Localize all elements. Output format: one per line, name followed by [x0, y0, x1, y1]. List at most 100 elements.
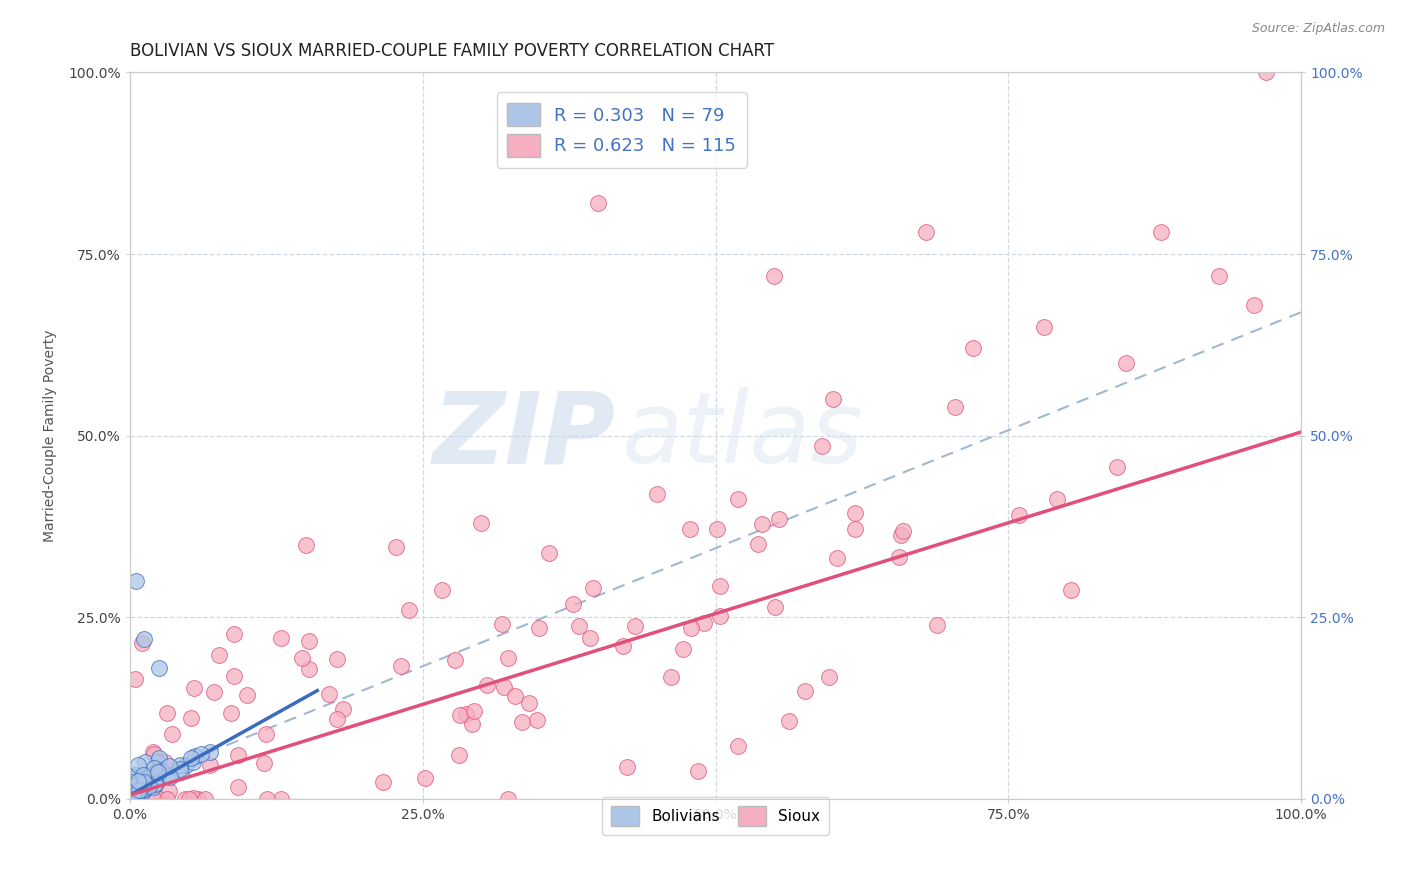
Point	[529, 621, 551, 635]
Text: atlas: atlas	[621, 387, 863, 484]
Point	[198, 758, 221, 772]
Point	[496, 651, 519, 665]
Y-axis label: Married-Couple Family Poverty: Married-Couple Family Poverty	[44, 329, 58, 541]
Point	[825, 551, 848, 566]
Point	[128, 780, 150, 794]
Point	[128, 781, 150, 796]
Point	[763, 268, 786, 283]
Point	[1060, 583, 1083, 598]
Point	[145, 764, 167, 778]
Point	[226, 780, 249, 794]
Point	[582, 581, 605, 595]
Point	[135, 772, 157, 787]
Point	[132, 780, 155, 795]
Point	[612, 639, 634, 653]
Point	[645, 487, 668, 501]
Point	[624, 619, 647, 633]
Point	[291, 651, 314, 665]
Point	[132, 778, 155, 792]
Point	[157, 768, 180, 782]
Point	[224, 627, 246, 641]
Point	[672, 641, 695, 656]
Point	[491, 616, 513, 631]
Point	[588, 196, 610, 211]
Point	[139, 772, 162, 786]
Point	[131, 771, 153, 785]
Legend: Bolivians, Sioux: Bolivians, Sioux	[602, 797, 830, 835]
Point	[134, 777, 156, 791]
Point	[616, 760, 638, 774]
Point	[219, 706, 242, 720]
Point	[430, 583, 453, 598]
Point	[121, 770, 143, 784]
Point	[143, 747, 166, 762]
Point	[131, 785, 153, 799]
Point	[156, 706, 179, 720]
Point	[578, 631, 600, 645]
Point	[135, 768, 157, 782]
Point	[256, 792, 278, 806]
Point	[398, 603, 420, 617]
Point	[146, 755, 169, 769]
Point	[517, 696, 540, 710]
Point	[1150, 225, 1173, 239]
Point	[145, 776, 167, 790]
Point	[148, 661, 170, 675]
Point	[131, 783, 153, 797]
Point	[132, 772, 155, 787]
Point	[686, 764, 709, 778]
Point	[162, 726, 184, 740]
Point	[709, 609, 731, 624]
Point	[526, 713, 548, 727]
Point	[148, 751, 170, 765]
Point	[415, 771, 437, 785]
Point	[131, 636, 153, 650]
Point	[124, 781, 146, 796]
Point	[124, 768, 146, 782]
Point	[138, 779, 160, 793]
Point	[125, 574, 148, 588]
Text: Source: ZipAtlas.com: Source: ZipAtlas.com	[1251, 22, 1385, 36]
Point	[1243, 298, 1265, 312]
Point	[844, 506, 866, 520]
Point	[177, 792, 200, 806]
Point	[768, 512, 790, 526]
Point	[148, 767, 170, 781]
Point	[120, 789, 142, 804]
Point	[142, 768, 165, 782]
Point	[176, 757, 198, 772]
Point	[270, 792, 292, 806]
Point	[927, 617, 949, 632]
Point	[727, 739, 749, 753]
Point	[128, 781, 150, 796]
Point	[156, 792, 179, 806]
Point	[793, 684, 815, 698]
Point	[727, 492, 749, 507]
Point	[763, 599, 786, 614]
Point	[132, 782, 155, 797]
Point	[270, 631, 292, 645]
Point	[692, 615, 714, 630]
Point	[131, 780, 153, 795]
Point	[132, 779, 155, 793]
Point	[222, 669, 245, 683]
Point	[183, 791, 205, 805]
Point	[294, 538, 316, 552]
Point	[254, 727, 277, 741]
Point	[142, 792, 165, 806]
Point	[891, 524, 914, 538]
Point	[562, 597, 585, 611]
Point	[134, 781, 156, 796]
Point	[298, 633, 321, 648]
Point	[1254, 65, 1277, 79]
Point	[844, 522, 866, 536]
Point	[132, 632, 155, 646]
Point	[141, 772, 163, 786]
Point	[128, 783, 150, 797]
Point	[447, 747, 470, 762]
Point	[200, 745, 222, 759]
Point	[226, 748, 249, 763]
Point	[135, 777, 157, 791]
Point	[134, 772, 156, 786]
Point	[127, 785, 149, 799]
